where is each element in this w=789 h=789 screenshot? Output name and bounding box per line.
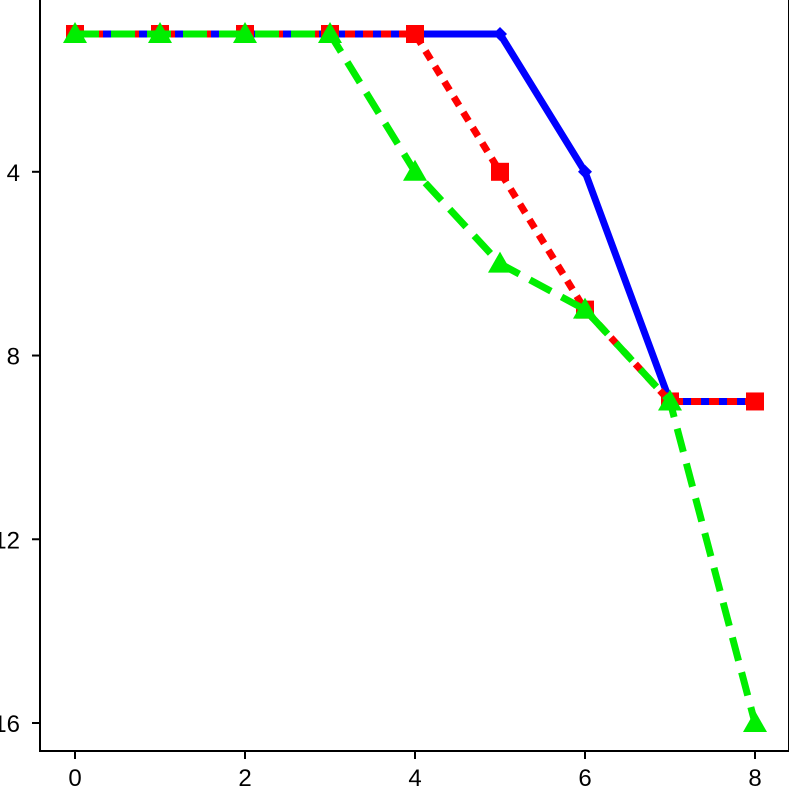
data-point-square	[746, 392, 764, 411]
data-point-square	[406, 25, 424, 43]
data-point-triangle	[63, 22, 87, 43]
y-tick-label: 16	[0, 711, 20, 738]
series-line	[75, 30, 755, 405]
data-point-diamond	[493, 27, 507, 41]
data-point-diamond	[578, 164, 592, 179]
x-tick-label: 4	[408, 765, 421, 789]
series-diamond	[68, 27, 762, 409]
data-point-triangle	[658, 389, 682, 411]
plot-frame	[39, 0, 789, 752]
data-point-triangle	[488, 251, 512, 273]
data-point-square	[491, 162, 509, 181]
y-tick-label: 4	[7, 160, 20, 187]
data-point-triangle	[743, 711, 767, 732]
data-point-triangle	[318, 22, 342, 43]
data-point-triangle	[573, 297, 597, 319]
data-point-triangle	[148, 22, 172, 43]
series-layer	[63, 22, 767, 732]
data-point-triangle	[403, 159, 427, 181]
series-triangle	[63, 22, 767, 732]
y-tick-label: 12	[0, 527, 20, 554]
series-line	[75, 30, 759, 724]
x-tick-label: 8	[748, 765, 761, 789]
data-point-triangle	[233, 22, 257, 43]
y-tick-label: 8	[7, 344, 20, 371]
y-axis: 4 8 12 16	[0, 160, 40, 738]
x-tick-label: 2	[238, 765, 251, 789]
x-tick-label: 6	[578, 765, 591, 789]
x-axis: 0 2 4 6 8	[68, 751, 762, 789]
series-square	[66, 25, 764, 411]
x-tick-label: 0	[68, 765, 81, 789]
